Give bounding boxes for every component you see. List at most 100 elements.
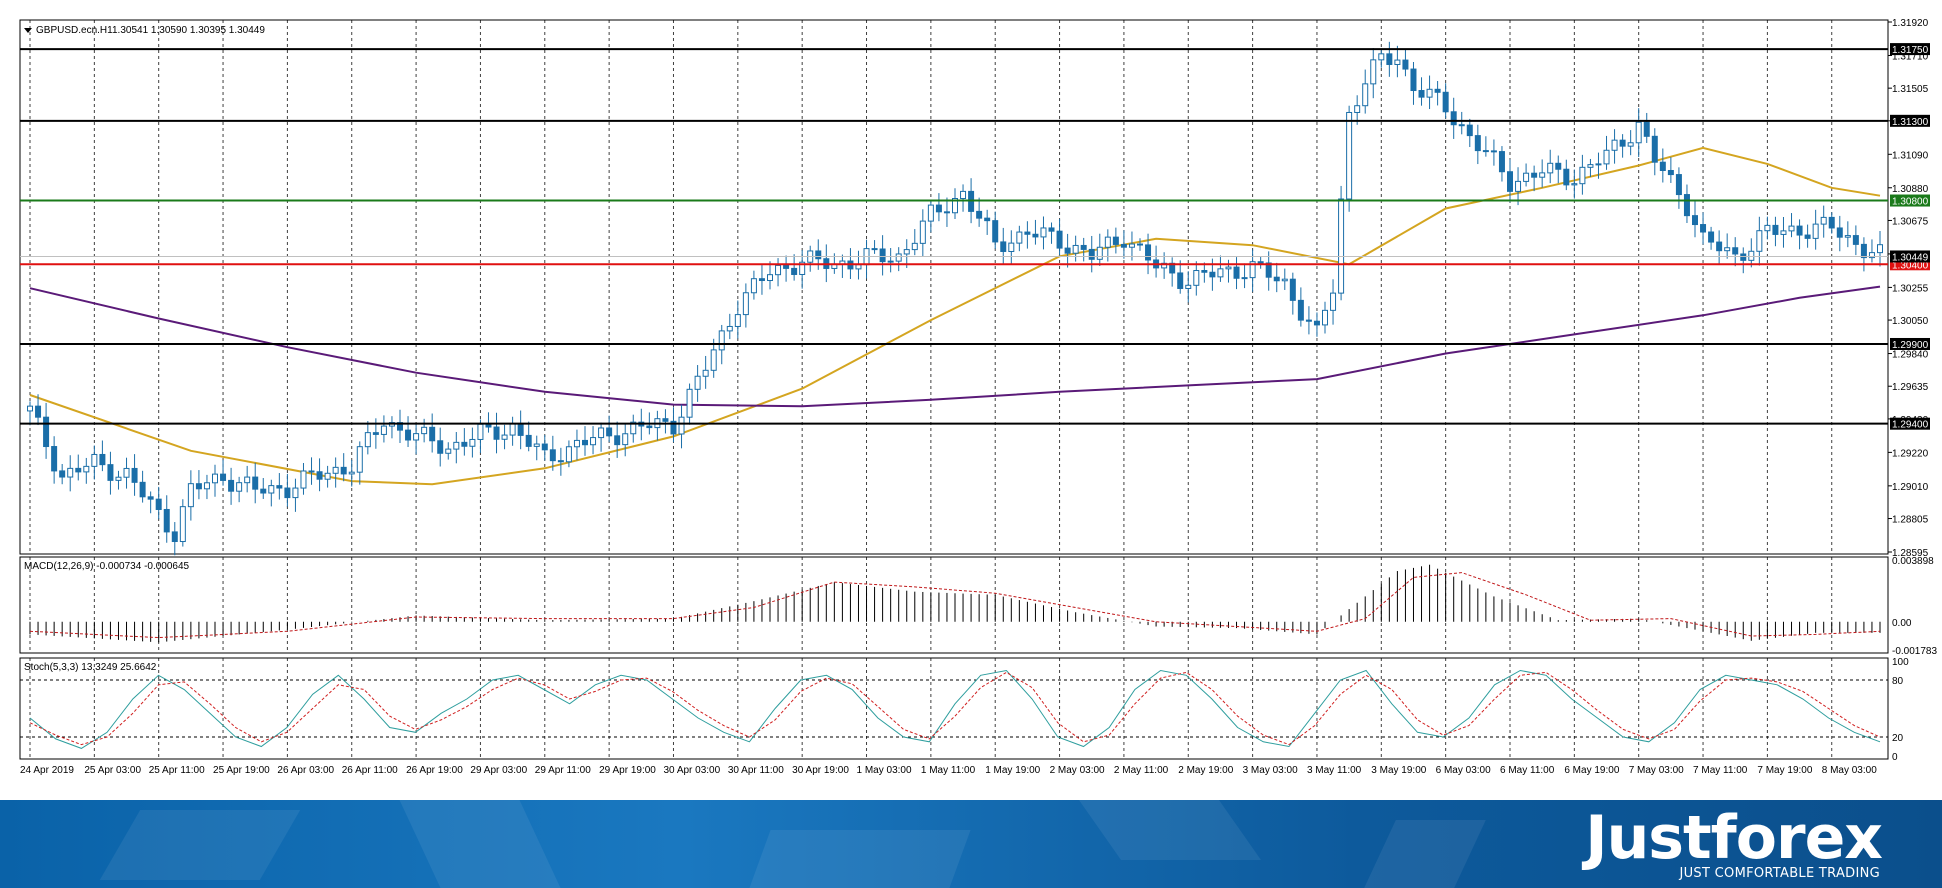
candle-body (598, 427, 605, 439)
candle-body (1555, 162, 1562, 170)
candle-body (1257, 261, 1264, 264)
candle-body (517, 423, 524, 436)
candle-body (1064, 247, 1071, 254)
candle-body (1539, 172, 1546, 178)
candle-body (1000, 241, 1007, 252)
stoch-title: Stoch(5,3,3) 13.3249 25.6642 (24, 662, 157, 673)
time-axis-label: 30 Apr 11:00 (728, 765, 784, 776)
candle-body (1498, 151, 1505, 173)
candle-body (493, 426, 500, 440)
level-price-label: 1.29400 (1892, 420, 1929, 431)
candle-body (855, 264, 862, 270)
time-axis-label: 3 May 11:00 (1307, 765, 1362, 776)
candle-body (549, 449, 556, 462)
candle-body (1659, 161, 1666, 171)
stoch-axis-label: 80 (1892, 676, 1904, 687)
candle-body (220, 473, 227, 481)
candle-body (461, 441, 468, 447)
time-axis-label: 2 May 11:00 (1114, 765, 1169, 776)
candle-body (244, 476, 251, 484)
symbol-title: GBPUSD.ecn.H1 (36, 25, 113, 36)
candle-body (606, 427, 613, 437)
macd-title: MACD(12,26,9) -0.000734 -0.000645 (24, 561, 190, 572)
candle-body (1764, 224, 1771, 232)
candle-body (1675, 174, 1682, 196)
candle-body (203, 482, 210, 490)
price-axis-label: 1.30050 (1892, 316, 1929, 327)
candle-body (501, 434, 508, 440)
candle-body (1619, 139, 1626, 147)
trading-chart: 1.31920 1.31710 1.31505 1.31300 1.31090 1.308… (19, 18, 1938, 776)
candle-body (1587, 164, 1594, 168)
candle-body (1466, 124, 1473, 137)
candle-body (1201, 270, 1208, 273)
candle-body (397, 422, 403, 431)
candle-body (1193, 270, 1200, 286)
candle-body (1313, 320, 1320, 326)
candle-body (1273, 276, 1280, 282)
candle-body (718, 330, 725, 351)
level-price-label: 1.29900 (1892, 340, 1929, 351)
candle-body (887, 260, 894, 263)
candle-body (1611, 139, 1618, 151)
candle-body (1394, 59, 1401, 65)
price-axis-label: 1.29010 (1892, 482, 1929, 493)
time-axis-label: 26 Apr 19:00 (406, 765, 463, 776)
candle-body (1571, 183, 1578, 186)
candle-body (268, 485, 275, 494)
candle-body (1330, 292, 1337, 311)
candle-body (1804, 234, 1811, 239)
candle-body (67, 467, 74, 478)
candle-body (1056, 230, 1063, 249)
candle-body (943, 211, 950, 214)
candle-body (630, 421, 637, 435)
candle-body (1249, 261, 1256, 279)
candle-body (919, 220, 926, 244)
candle-body (750, 278, 757, 294)
candle-body (976, 210, 983, 219)
candle-body (1820, 216, 1827, 225)
candle-body (284, 487, 291, 499)
candle-body (1482, 150, 1489, 153)
macd-axis-label: 0.003898 (1892, 556, 1934, 567)
candle-body (195, 483, 202, 490)
candle-body (815, 250, 822, 260)
candle-body (107, 464, 114, 481)
time-axis-label: 29 Apr 19:00 (599, 765, 656, 776)
candle-body (405, 429, 412, 441)
panel-frame-0 (19, 19, 1889, 555)
candle-body (1177, 272, 1184, 289)
candle-body (1852, 235, 1859, 245)
candle-body (163, 508, 170, 533)
level-price-label: 1.31300 (1892, 117, 1929, 128)
candle-body (1040, 227, 1047, 238)
chart-canvas: 1.31920 1.31710 1.31505 1.31300 1.31090 1.308… (19, 18, 1937, 776)
candle-body (1828, 216, 1835, 229)
candle-body (758, 278, 765, 282)
stoch-axis-label: 0 (1892, 752, 1898, 763)
candle-body (445, 448, 452, 454)
candle-body (903, 249, 910, 255)
candle-body (783, 264, 790, 269)
candle-body (1096, 246, 1103, 260)
price-axis-label: 1.29840 (1892, 350, 1929, 361)
candle-body (1338, 198, 1345, 294)
brand-banner: Justforex JUST COMFORTABLE TRADING (0, 800, 1942, 888)
candle-body (348, 471, 355, 475)
candle-body (1016, 231, 1023, 244)
candle-body (453, 441, 460, 450)
candle-body (670, 420, 677, 435)
candle-body (799, 261, 806, 275)
price-axis-label: 1.30880 (1892, 184, 1929, 195)
candle-body (726, 325, 733, 332)
candle-body (364, 432, 371, 448)
candle-body (927, 204, 934, 222)
candle-body (1072, 244, 1079, 254)
moving-average-line-1 (29, 285, 1881, 408)
candle-body (115, 476, 122, 481)
candle-body (1836, 227, 1843, 238)
candle-body (1410, 68, 1417, 92)
candle-body (1635, 121, 1642, 144)
time-axis-label: 2 May 19:00 (1178, 765, 1233, 776)
candle-body (1386, 53, 1393, 65)
